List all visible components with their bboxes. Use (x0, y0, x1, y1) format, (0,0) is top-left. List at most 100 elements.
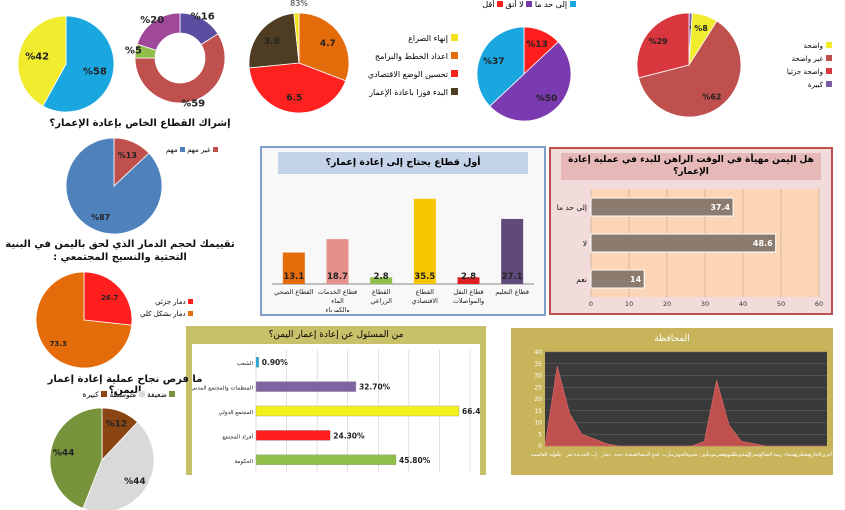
chart-l-title: المحافظة (654, 334, 690, 344)
pie-slice (65, 137, 163, 235)
data-label: 13.1 (283, 272, 304, 282)
bar (255, 454, 397, 466)
slice-label: 4.7 (320, 39, 336, 49)
tick-label: نعم (576, 275, 587, 284)
legend-item: غير واضحة (752, 53, 832, 66)
bar (413, 198, 436, 284)
pie-slice (35, 271, 133, 369)
chart-f-title: إشراك القطاع الخاص بإعادة الإعمار؟ (49, 118, 231, 129)
pie-slice (17, 15, 67, 107)
legend-d: إلى حد ما لا أتق أقل (470, 0, 588, 9)
tick-label: الشعب (237, 361, 254, 367)
pie-slice (248, 12, 300, 69)
tick-label: 10 (534, 420, 542, 427)
slice-label: %44 (124, 477, 146, 487)
bar (590, 197, 734, 217)
legend-item: دمار جزئي (140, 296, 193, 308)
tick-label: والكهرباء (326, 306, 350, 312)
pie-chart-c: 4.7 6.5 3.8 83% (248, 0, 350, 114)
slice-label: %42 (25, 52, 49, 63)
legend-item: البدء فوزا باعادة الإعمار (358, 84, 458, 102)
bar-chart-h: 0 10 20 30 40 50 60 37.4 إلى حد ما 48.6 لا 14 نعم (557, 189, 823, 308)
data-label: 18.7 (327, 272, 348, 282)
tick-label: قطاع التعليم (495, 288, 529, 296)
tick-label: 0 (589, 300, 593, 308)
bar (282, 252, 305, 284)
legend-item: واضحة جزئيا (752, 66, 832, 79)
tick-label: الخارج (808, 452, 821, 458)
slice-label: %13 (118, 151, 137, 160)
bar-chart-h-frame: هل اليمن مهيأة في الوقت الراهن للبدء في … (549, 147, 833, 315)
data-label: 37.4 (710, 203, 730, 212)
pie-slice (83, 271, 133, 326)
bar (255, 430, 331, 441)
data-label: 32.70% (359, 383, 391, 392)
slice-label: %20 (140, 15, 164, 26)
pie-slice (293, 12, 300, 64)
tick-label: أمانة العاصمة (531, 451, 560, 458)
slice-label: %8 (694, 24, 708, 33)
slice-label: 83% (290, 0, 308, 8)
data-label: 35.5 (414, 272, 435, 282)
pie-slice (298, 12, 350, 82)
slice-label: %5 (125, 46, 142, 57)
tick-label: المجتمع الدولي (219, 410, 254, 416)
slice-label: %37 (483, 57, 505, 67)
tick-label: عمران (747, 452, 761, 458)
legend-e: واضحة غير واضحة واضحة جزئيا كبيرة (752, 40, 832, 92)
tick-label: قطاع النقل (453, 288, 483, 296)
data-label: 0.90% (262, 358, 289, 367)
data-label: 2.8 (374, 272, 389, 282)
slice-label: %13 (526, 40, 548, 50)
tick-label: والمواصلات (453, 297, 484, 305)
pie-chart-k: %12 %44 %44 (49, 407, 155, 510)
tick-label: الزراعي (370, 297, 392, 305)
tick-label: الاقتصادي (412, 297, 438, 305)
legend-f: غير مهم مهم (166, 146, 218, 154)
tick-label: شبوة (687, 452, 698, 458)
bar (457, 277, 480, 284)
pie-chart-e: %1%8 %62 %29 (636, 12, 742, 118)
area-series (544, 366, 827, 447)
slice-label: %29 (649, 37, 669, 46)
pie-slice (476, 26, 525, 107)
tick-label: الحديدة (574, 452, 589, 458)
tick-label: 25 (534, 384, 542, 391)
slice-label: %58 (83, 66, 107, 77)
tick-label: ذمار (601, 452, 611, 458)
slice-label: %1 (683, 22, 697, 31)
bar (590, 233, 777, 253)
tick-label: 35 (534, 361, 542, 368)
bar (326, 239, 349, 284)
data-label: 27.1 (502, 272, 523, 282)
bar-chart-j: 0.90% الشعب 32.70% المنظمات والمجتمع المدني… (192, 350, 480, 472)
data-label: 24.30% (333, 431, 365, 440)
pie-slice (134, 33, 226, 104)
tick-label: 15 (534, 408, 542, 415)
tick-label: 60 (815, 300, 823, 308)
tick-label: القطاع الصحي (274, 288, 314, 296)
legend-item: كبيرة (752, 79, 832, 92)
slice-label: 3.8 (264, 37, 280, 47)
pie-slice (638, 20, 742, 118)
slice-label: %16 (191, 12, 215, 23)
tick-label: 50 (777, 300, 785, 308)
tick-label: البيضاء (636, 452, 650, 458)
data-label: 2.8 (461, 272, 476, 282)
legend-k: ضعيفة متوسطة كبيرة (44, 390, 214, 399)
tick-label: 20 (663, 300, 671, 308)
slice-label: 6.5 (286, 94, 302, 104)
tick-label: حضرموت (707, 452, 727, 458)
tick-label: المنظمات والمجتمع المدني (192, 386, 253, 392)
chart-i-title: تقييمك لحجم الدمار الذي لحق باليمن في ال… (5, 239, 235, 263)
bar-chart-g-frame: أول قطاع يحتاج إلى إعادة إعمار؟ 13.1 القط… (260, 146, 546, 316)
chart-k-title: ما فرص نجاح عملية إعادة إعمار اليمن؟ (47, 374, 203, 396)
bar (501, 218, 524, 284)
legend-item: إنهاء الصراع (358, 30, 458, 48)
pie-chart-a: %58 %42 (17, 15, 115, 113)
tick-label: 40 (534, 349, 542, 356)
legend-item: دمار بشكل كلي (140, 308, 193, 320)
tick-label: صنعاء (784, 452, 796, 458)
tick-label: الحكومة (234, 458, 253, 465)
